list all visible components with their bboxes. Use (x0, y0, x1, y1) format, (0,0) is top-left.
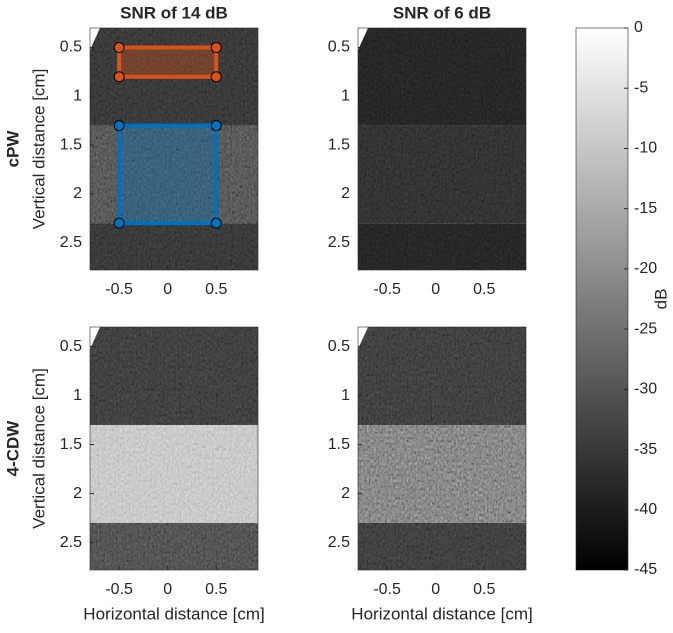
colorbar-tick-label: -35 (634, 441, 657, 458)
y-tick-label: 1.5 (60, 136, 82, 153)
image-panel: 0.5 1 1.5 2 2.5 -0.5 0 0.5 Horizontal distance [… (328, 326, 533, 623)
y-tick-label: 2.5 (60, 534, 82, 551)
y-tick-label: 0.5 (328, 39, 350, 56)
colorbar (575, 27, 629, 571)
image-panel: 0.5 1 1.5 2 2.5 -0.5 0 0.5 Vertical distance [cm… (3, 326, 265, 623)
y-tick-label: 2 (73, 485, 82, 502)
roi-corner (113, 120, 125, 132)
speckle (358, 327, 526, 570)
y-tick-label: 2 (341, 485, 350, 502)
sector-edge (358, 327, 368, 349)
axes-box (357, 27, 527, 271)
y-tick-label: 1 (73, 387, 82, 404)
y-tick-label: 0.5 (328, 338, 350, 355)
y-axis-label: Vertical distance [cm] (29, 368, 48, 529)
colorbar-label: dB (651, 289, 670, 310)
axes-box (357, 326, 527, 571)
image-panel: 0.5 1 1.5 2 2.5 -0.5 0 0.5 SNR of 14 dB Vertical … (3, 3, 259, 298)
y-tick-label: 1 (73, 88, 82, 105)
colorbar-tick-label: -10 (634, 140, 657, 157)
x-tick-label: -0.5 (105, 581, 133, 598)
y-tick-label: 0.5 (60, 338, 82, 355)
y-tick-label: 2.5 (328, 534, 350, 551)
colorbar-tick-label: 0 (634, 19, 643, 36)
roi-corner (210, 120, 222, 132)
x-tick-label: 0.5 (473, 281, 495, 298)
x-tick-label: 0 (431, 581, 440, 598)
y-tick-label: 2 (341, 185, 350, 202)
x-axis-label: Horizontal distance [cm] (351, 604, 532, 623)
x-tick-label: 0 (431, 281, 440, 298)
x-tick-label: -0.5 (373, 581, 401, 598)
colorbar-tick-label: -25 (634, 320, 657, 337)
y-tick-label: 2.5 (60, 234, 82, 251)
x-tick-label: -0.5 (373, 281, 401, 298)
colorbar-tick-label: -20 (634, 260, 657, 277)
y-tick-label: 2 (73, 185, 82, 202)
y-tick-label: 1 (341, 387, 350, 404)
sector-edge (90, 28, 100, 50)
y-tick-label: 1 (341, 88, 350, 105)
sector-edge (90, 327, 100, 349)
x-tick-label: 0 (163, 281, 172, 298)
x-tick-label: 0.5 (205, 581, 227, 598)
panel-title: SNR of 14 dB (120, 3, 228, 22)
colorbar-tick-label: -40 (634, 501, 657, 518)
y-tick-label: 2.5 (328, 234, 350, 251)
speckle (358, 28, 526, 270)
axes-box (89, 27, 259, 271)
row-label: 4-CDW (3, 420, 22, 477)
axes-box (89, 326, 259, 571)
colorbar-tick-label: -5 (634, 79, 648, 96)
row-label: cPW (3, 130, 22, 168)
x-tick-label: 0.5 (205, 281, 227, 298)
colorbar-tick-label: -45 (634, 561, 657, 578)
roi-corner (113, 217, 125, 229)
x-tick-label: 0 (163, 581, 172, 598)
sector-edge (358, 28, 368, 50)
speckle (90, 327, 258, 570)
y-tick-label: 1.5 (328, 136, 350, 153)
x-axis-label: Horizontal distance [cm] (83, 604, 264, 623)
roi (117, 123, 219, 226)
x-tick-label: -0.5 (105, 281, 133, 298)
roi (117, 45, 219, 79)
y-tick-label: 1.5 (60, 436, 82, 453)
colorbar-tick-label: -30 (634, 381, 657, 398)
colorbar-tick-label: -15 (634, 200, 657, 217)
roi-corner (113, 42, 125, 54)
image-panel: 0.5 1 1.5 2 2.5 -0.5 0 0.5 SNR of 6 dB (328, 3, 527, 298)
y-tick-label: 0.5 (60, 39, 82, 56)
y-axis-label: Vertical distance [cm] (29, 69, 48, 230)
roi-corner (210, 217, 222, 229)
y-tick-label: 1.5 (328, 436, 350, 453)
panel-title: SNR of 6 dB (393, 3, 491, 22)
x-tick-label: 0.5 (473, 581, 495, 598)
roi-corner (210, 71, 222, 83)
roi-corner (113, 71, 125, 83)
roi-corner (210, 42, 222, 54)
